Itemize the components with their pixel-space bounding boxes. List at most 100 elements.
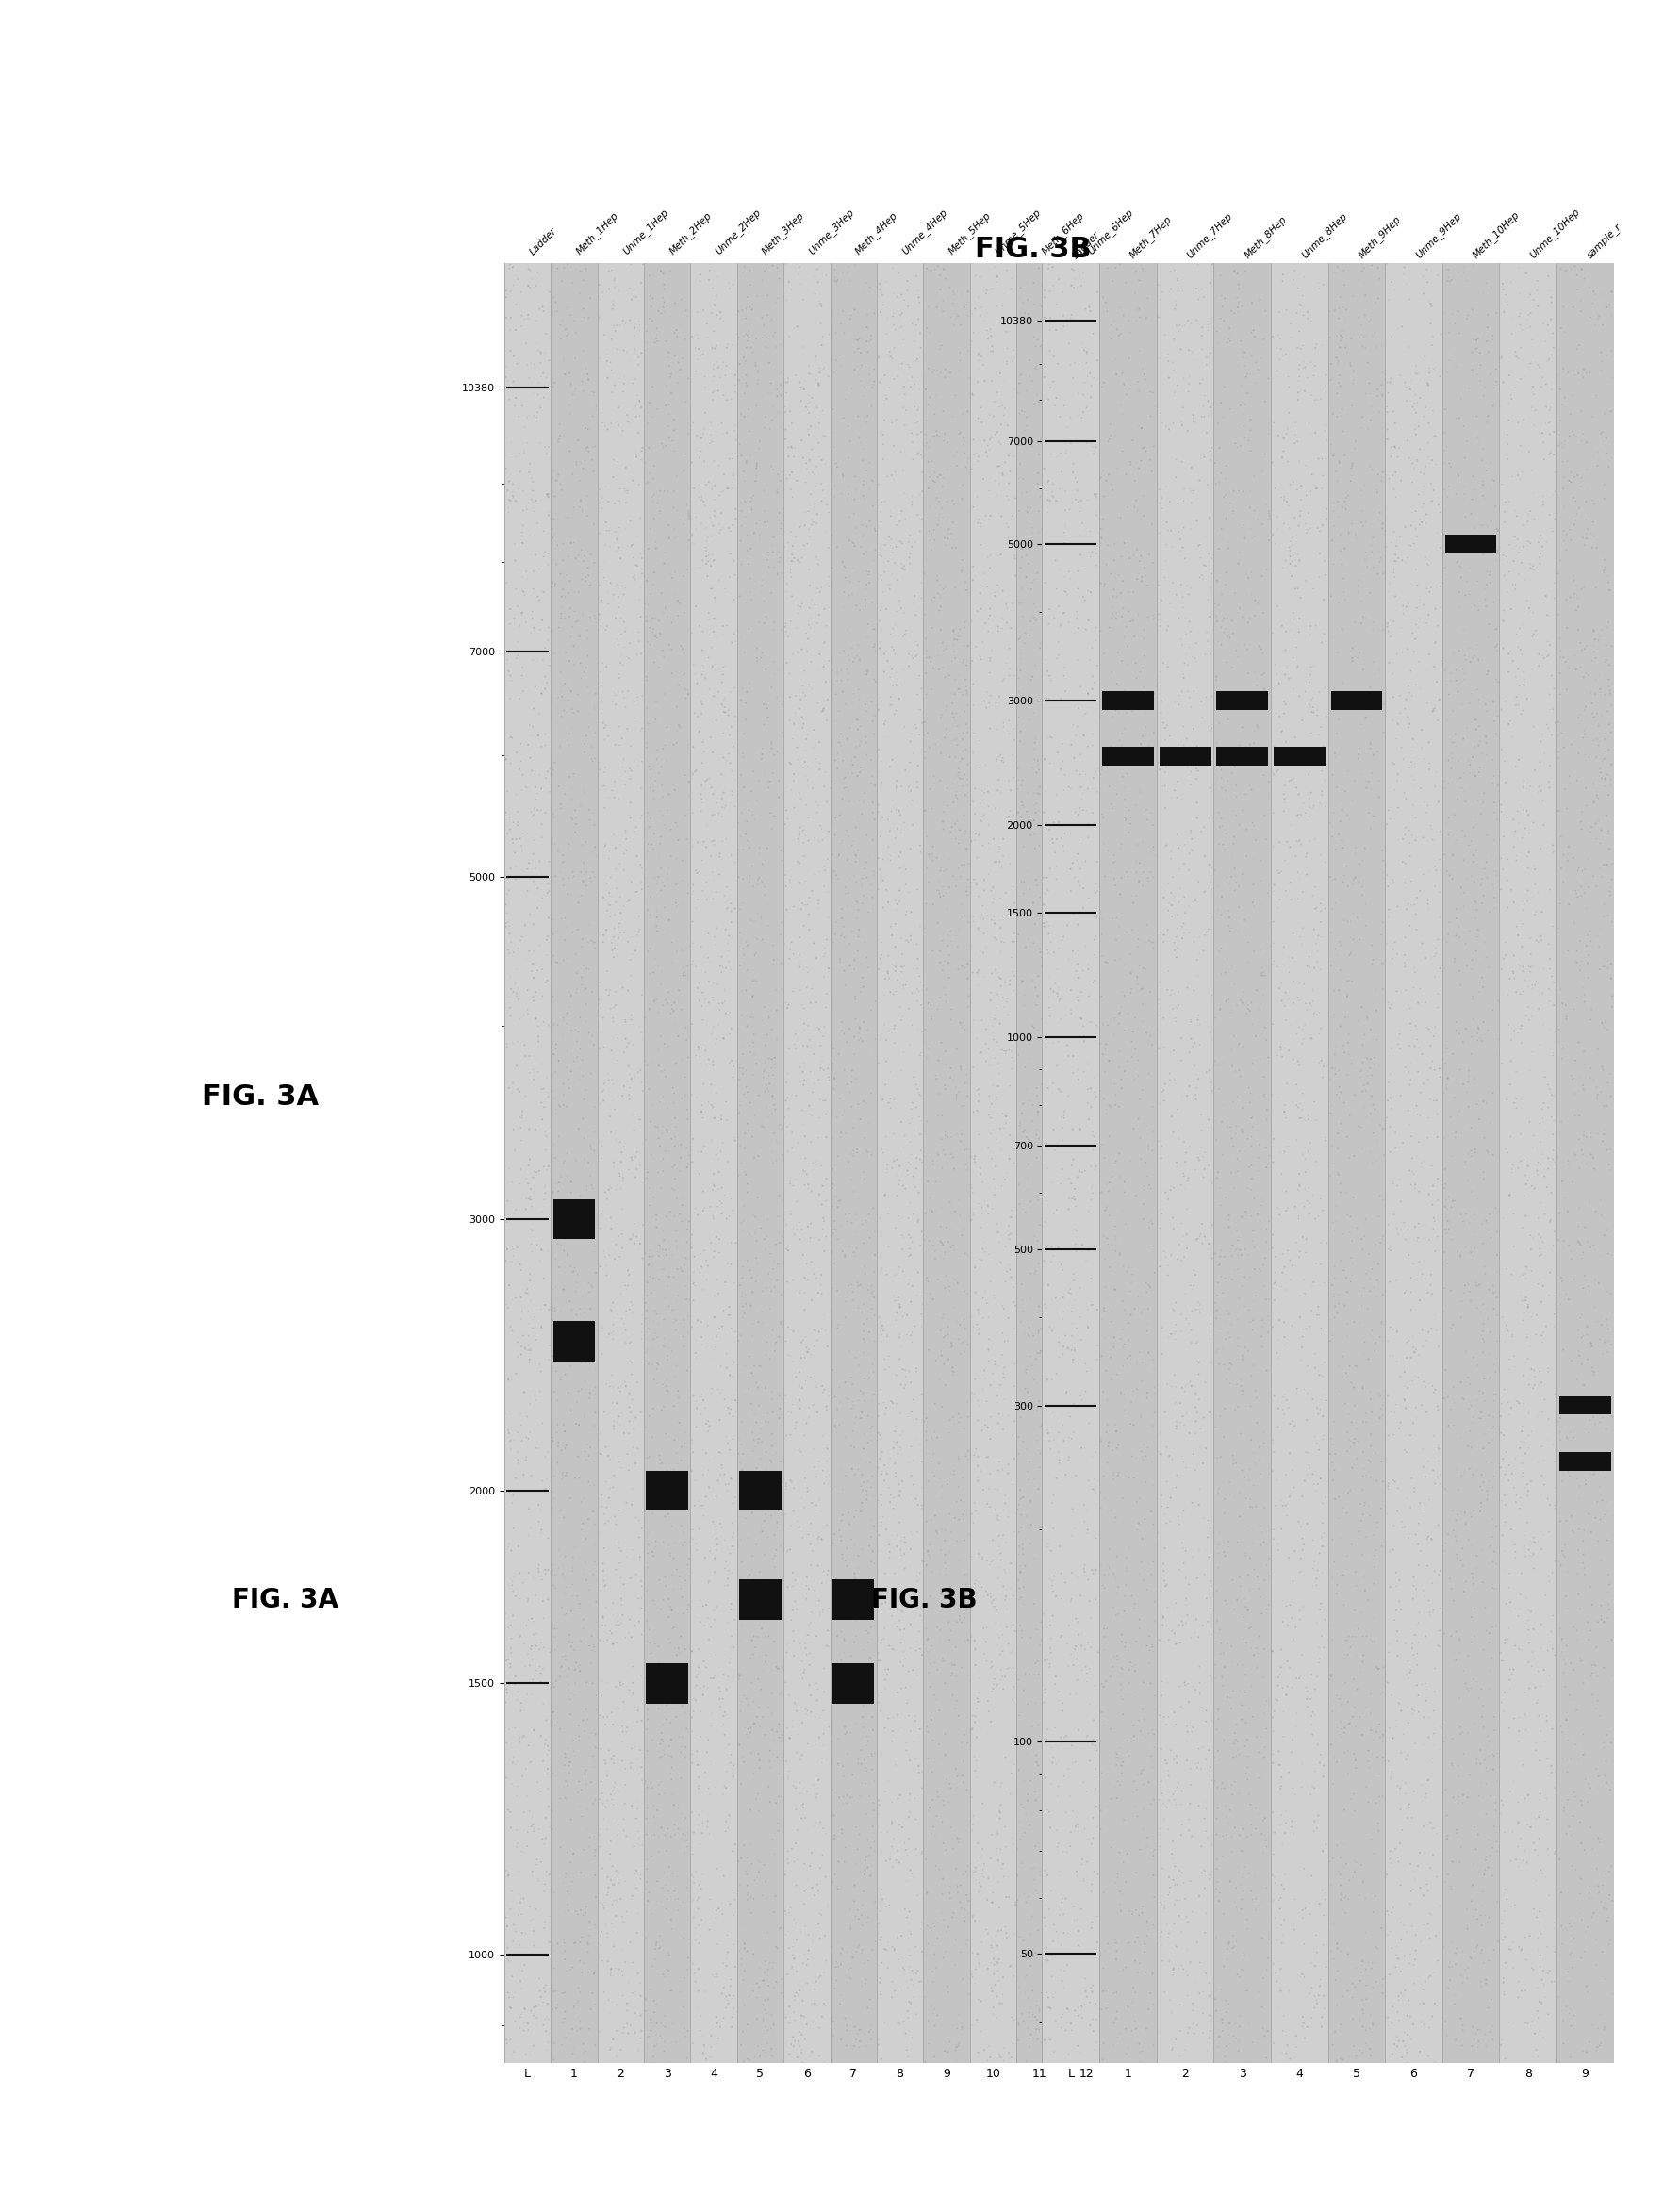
Point <box>1421 1651 1448 1686</box>
Point <box>885 1260 912 1295</box>
Point <box>1015 885 1042 920</box>
Point <box>1322 1828 1349 1864</box>
Point <box>660 1482 687 1517</box>
Point <box>573 1767 600 1802</box>
Point <box>1359 799 1386 834</box>
Point <box>660 1631 687 1666</box>
Point <box>790 909 816 944</box>
Point <box>659 560 685 595</box>
Point <box>674 1093 701 1128</box>
Point <box>749 1710 776 1745</box>
Point <box>1075 590 1102 626</box>
Point <box>1028 1306 1055 1341</box>
Point <box>949 421 976 457</box>
Point <box>1364 1813 1391 1848</box>
Point <box>974 788 1001 823</box>
Point <box>1596 869 1623 904</box>
Point <box>1169 1157 1196 1192</box>
Point <box>504 1324 531 1359</box>
Point <box>1376 990 1403 1025</box>
Point <box>921 1385 948 1420</box>
Point <box>528 1071 554 1106</box>
Point <box>754 331 781 367</box>
Point <box>988 849 1015 885</box>
Point <box>1458 1238 1485 1273</box>
Point <box>1319 1842 1346 1877</box>
Point <box>1057 1848 1084 1883</box>
Point <box>1248 1308 1275 1343</box>
Point <box>993 983 1020 1018</box>
Point <box>1398 1626 1425 1662</box>
Point <box>914 1741 941 1776</box>
Point <box>1065 1374 1092 1409</box>
Point <box>1126 544 1152 579</box>
Point <box>1032 856 1058 891</box>
Point <box>519 1806 546 1842</box>
Point <box>995 702 1021 738</box>
Point <box>1087 1420 1114 1455</box>
Point <box>981 1605 1008 1640</box>
Point <box>1223 1738 1250 1774</box>
Point <box>1102 1431 1129 1466</box>
Point <box>524 953 551 988</box>
Point <box>759 1951 786 1986</box>
Point <box>699 882 726 918</box>
Point <box>1300 821 1327 856</box>
Point <box>882 454 909 489</box>
Point <box>1415 882 1441 918</box>
Point <box>934 520 961 555</box>
Point <box>911 555 937 590</box>
Point <box>680 1956 707 1991</box>
Point <box>791 1062 818 1098</box>
Point <box>1289 1745 1315 1780</box>
Point <box>1376 1532 1403 1567</box>
Point <box>516 933 543 968</box>
Point <box>1062 1600 1089 1635</box>
Point <box>961 437 988 472</box>
Point <box>608 1396 635 1431</box>
Point <box>885 1778 912 1813</box>
Point <box>1077 1969 1104 2004</box>
Point <box>1226 1569 1253 1605</box>
Point <box>1208 1971 1235 2006</box>
Point <box>543 1166 570 1201</box>
Point <box>1406 874 1433 909</box>
Point <box>803 1868 830 1903</box>
Point <box>601 1899 628 1934</box>
Point <box>1307 1383 1334 1418</box>
Point <box>712 1543 739 1578</box>
Point <box>1070 1637 1097 1673</box>
Point <box>1228 334 1255 369</box>
Text: Meth_8Hep: Meth_8Hep <box>1242 213 1289 261</box>
Point <box>531 1117 558 1152</box>
Point <box>687 435 714 470</box>
Point <box>1166 533 1193 569</box>
Point <box>1230 349 1257 384</box>
Point <box>1139 689 1166 724</box>
Point <box>1589 555 1616 590</box>
Point <box>1050 1422 1077 1457</box>
Point <box>1326 369 1352 404</box>
Point <box>1467 347 1494 382</box>
Point <box>948 555 974 590</box>
Point <box>684 698 711 733</box>
Point <box>1537 658 1564 694</box>
Point <box>1079 393 1105 428</box>
Point <box>606 2033 633 2068</box>
Point <box>1146 1414 1173 1449</box>
Point <box>964 1383 991 1418</box>
Point <box>820 854 847 889</box>
Point <box>1225 1960 1252 1995</box>
Point <box>788 1370 815 1405</box>
Point <box>612 1326 638 1361</box>
Point <box>1473 1754 1500 1789</box>
Point <box>1221 874 1248 909</box>
Point <box>875 748 902 784</box>
Point <box>1300 1804 1327 1839</box>
Point <box>1215 1203 1242 1238</box>
Point <box>687 1392 714 1427</box>
Point <box>924 1098 951 1133</box>
Point <box>1100 1146 1127 1181</box>
Point <box>1122 303 1149 338</box>
Point <box>1334 869 1361 904</box>
